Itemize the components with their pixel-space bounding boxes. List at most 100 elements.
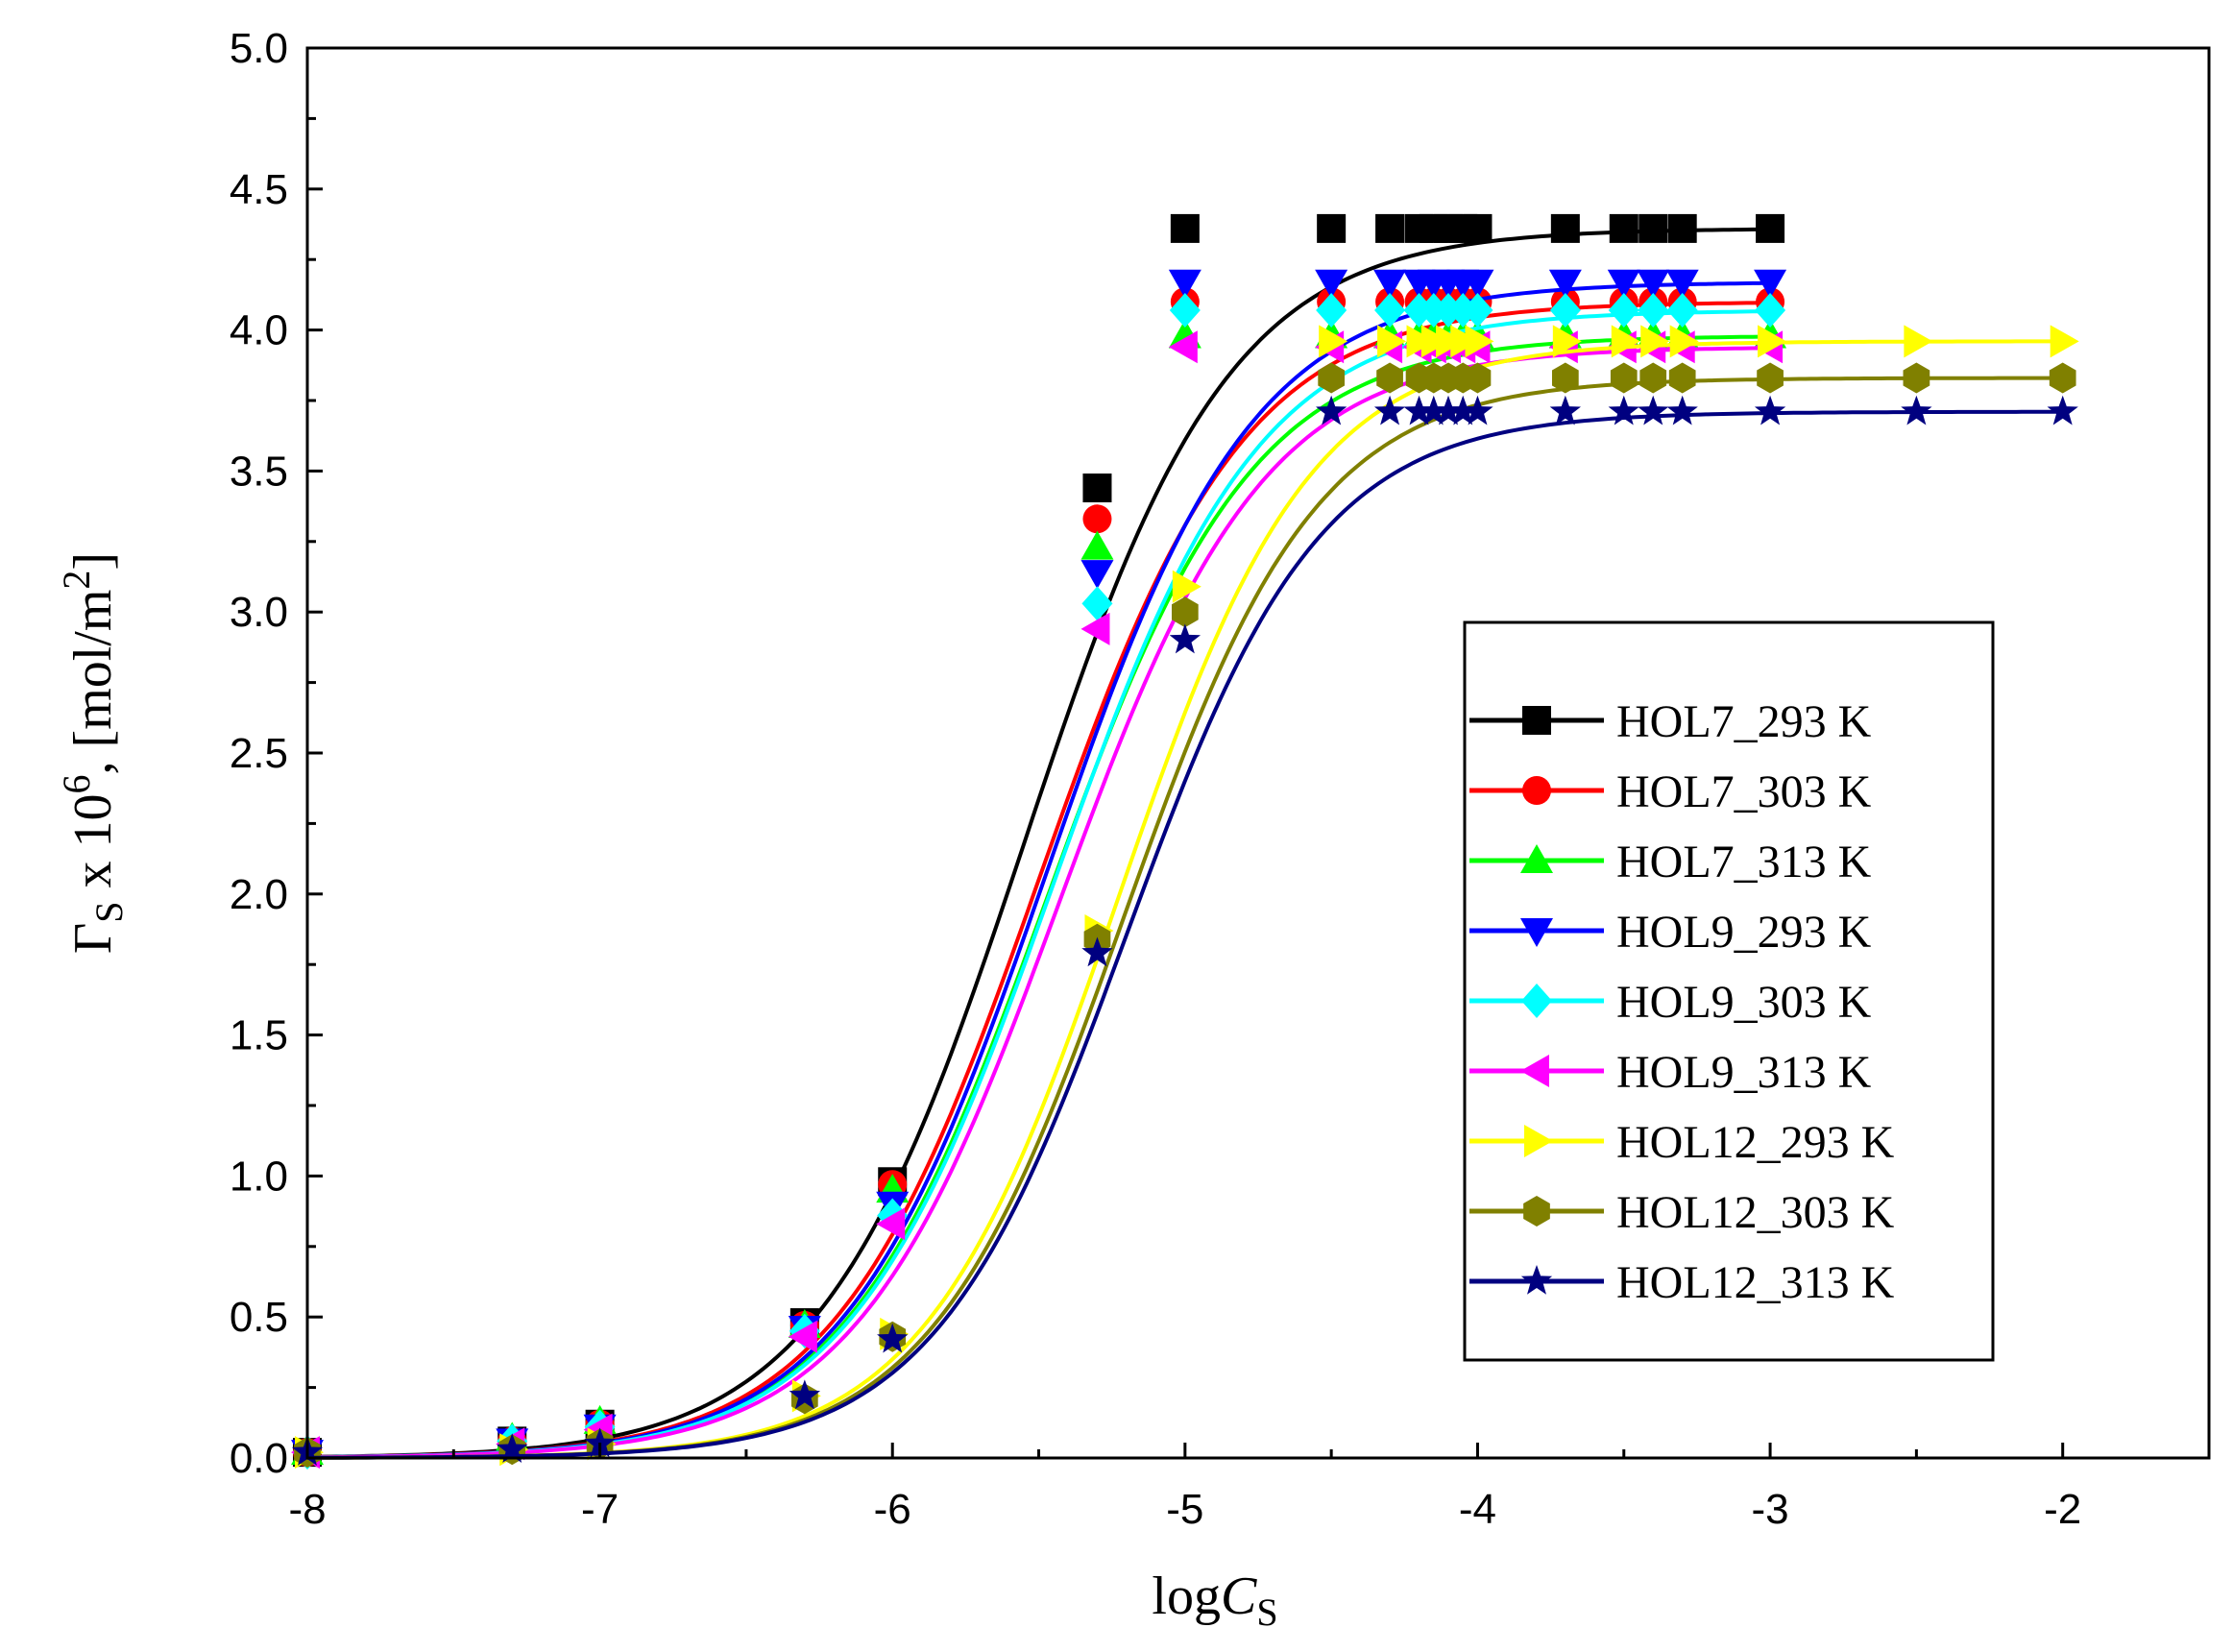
- data-point: [1607, 269, 1640, 299]
- data-point: [877, 1323, 909, 1353]
- data-point: [1550, 213, 1580, 243]
- data-point: [1315, 395, 1347, 425]
- data-point: [1757, 362, 1784, 394]
- legend-label: HOL7_293 K: [1616, 696, 1872, 747]
- data-point: [1318, 362, 1346, 394]
- data-point: [1903, 362, 1930, 394]
- data-point: [1608, 293, 1639, 328]
- data-point: [1080, 612, 1110, 645]
- data-point: [789, 1379, 821, 1410]
- data-point: [2050, 325, 2079, 358]
- legend-marker: [1520, 918, 1553, 947]
- y-tick-label: 3.0: [230, 589, 288, 636]
- series-layer: [291, 213, 2079, 1470]
- legend-marker: [1520, 844, 1553, 873]
- data-point: [1081, 936, 1113, 967]
- data-point: [1319, 325, 1348, 358]
- x-axis-title-var: C: [1221, 1567, 1257, 1626]
- data-point: [1373, 269, 1407, 299]
- legend-item: HOL9_293 K: [1469, 907, 1872, 958]
- y-tick-label: 2.5: [230, 730, 288, 777]
- data-point: [1171, 596, 1199, 628]
- x-axis-title: logCS: [1152, 1567, 1277, 1634]
- x-tick-label: -5: [1166, 1486, 1203, 1533]
- data-point: [1552, 325, 1582, 358]
- data-point: [1461, 269, 1494, 299]
- x-tick-label: -3: [1752, 1486, 1789, 1533]
- data-point: [876, 1207, 906, 1241]
- data-point: [1669, 325, 1699, 358]
- x-axis-title-sub: S: [1256, 1591, 1277, 1634]
- y-axis: 0.0 0.5 1.0 1.5 2.0 2.5 3.0 3.5 4.0 4.5 5.0: [230, 25, 323, 1482]
- legend-marker: [1524, 1125, 1553, 1157]
- data-point: [1462, 395, 1493, 425]
- data-point: [584, 1427, 616, 1458]
- data-point: [2049, 362, 2076, 394]
- x-tick-label: -4: [1459, 1486, 1496, 1533]
- legend-item: HOL9_313 K: [1469, 1047, 1872, 1098]
- legend-marker: [1520, 1265, 1553, 1295]
- y-tick-label: 4.0: [230, 307, 288, 354]
- legend-marker: [1521, 984, 1552, 1018]
- data-point: [1377, 325, 1407, 358]
- data-point: [1172, 570, 1201, 603]
- series-line: [307, 227, 1771, 1459]
- legend-label: HOL7_313 K: [1616, 837, 1872, 887]
- data-point: [1376, 362, 1403, 394]
- data-point: [1169, 293, 1201, 328]
- legend-marker: [1522, 776, 1551, 805]
- x-axis: -8 -7 -6 -5 -4 -3 -2: [288, 1443, 2211, 1533]
- data-point: [1169, 623, 1201, 654]
- y-axis-title-sub: S: [87, 901, 131, 922]
- y-tick-label: 1.0: [230, 1153, 288, 1200]
- data-point: [1754, 269, 1787, 299]
- legend-label: HOL9_293 K: [1616, 907, 1872, 958]
- legend-frame: [1463, 620, 1995, 1362]
- legend-item: HOL7_293 K: [1469, 696, 1872, 747]
- data-point: [1403, 395, 1435, 425]
- data-point: [1420, 325, 1450, 358]
- legend-marker: [1523, 1196, 1550, 1227]
- y-axis-title-gamma: Γ: [63, 923, 123, 954]
- data-point: [1170, 213, 1200, 243]
- legend-label: HOL12_303 K: [1616, 1187, 1895, 1238]
- y-tick-label: 4.5: [230, 166, 288, 213]
- x-tick-label: -7: [581, 1486, 619, 1533]
- data-point: [1638, 213, 1668, 243]
- data-point: [1450, 325, 1480, 358]
- y-axis-title-mid: x 10: [63, 793, 123, 901]
- data-point: [1639, 362, 1667, 394]
- data-point: [1756, 213, 1785, 243]
- data-point: [1551, 362, 1579, 394]
- data-point: [1464, 362, 1492, 394]
- legend-label: HOL9_313 K: [1616, 1047, 1872, 1098]
- data-point: [1374, 293, 1406, 328]
- y-tick-label: 2.0: [230, 871, 288, 918]
- legend-label: HOL12_293 K: [1616, 1117, 1895, 1168]
- data-point: [497, 1433, 528, 1463]
- data-point: [1432, 395, 1465, 425]
- x-axis-title-prefix: log: [1152, 1567, 1221, 1626]
- data-point: [1548, 269, 1582, 299]
- y-tick-label: 0.5: [230, 1294, 288, 1341]
- y-tick-label: 5.0: [230, 25, 288, 72]
- data-point: [1315, 269, 1348, 299]
- y-axis-title: ΓS x 106, [mol/m2]: [55, 552, 131, 954]
- y-axis-title-unit: , [mol/m: [63, 590, 123, 775]
- legend-marker: [1520, 1055, 1549, 1087]
- data-point: [1465, 325, 1494, 358]
- legend-item: HOL7_303 K: [1469, 766, 1872, 817]
- y-tick-label: 1.5: [230, 1012, 288, 1059]
- data-point: [1666, 395, 1698, 425]
- legend-label: HOL12_313 K: [1616, 1257, 1895, 1308]
- data-point: [1758, 325, 1787, 358]
- legend-item: HOL12_303 K: [1469, 1187, 1895, 1238]
- data-point: [1611, 325, 1640, 358]
- legend-item: HOL12_293 K: [1469, 1117, 1895, 1168]
- data-point: [1375, 213, 1405, 243]
- legend-label: HOL9_303 K: [1616, 977, 1872, 1028]
- data-point: [1549, 293, 1581, 328]
- data-point: [788, 1320, 817, 1353]
- data-point: [1549, 395, 1582, 425]
